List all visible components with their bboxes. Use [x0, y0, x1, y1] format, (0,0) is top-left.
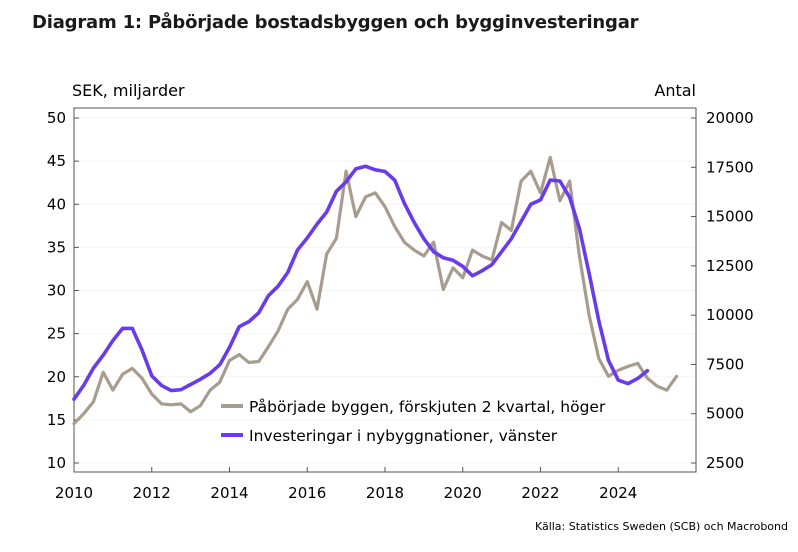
- legend-label-starts: Påbörjade byggen, förskjuten 2 kvartal, …: [249, 398, 606, 416]
- legend: Påbörjade byggen, förskjuten 2 kvartal, …: [221, 398, 606, 445]
- left-tick-label: 40: [47, 195, 66, 213]
- series-line-investment: [72, 164, 650, 402]
- left-tick-label: 25: [47, 325, 66, 343]
- right-tick-label: 7500: [706, 355, 744, 373]
- series-layer: [72, 155, 679, 426]
- right-tick-label: 15000: [706, 208, 754, 226]
- right-tick-label: 17500: [706, 158, 754, 176]
- x-tick-label: 2014: [210, 484, 248, 502]
- left-tick-label: 20: [47, 368, 66, 386]
- x-tick-label: 2024: [599, 484, 637, 502]
- x-tick-label: 2022: [521, 484, 559, 502]
- x-tick-label: 2010: [55, 484, 93, 502]
- left-tick-label: 30: [47, 282, 66, 300]
- right-tick-label: 12500: [706, 257, 754, 275]
- right-axis-label: Antal: [654, 81, 696, 100]
- right-tick-label: 20000: [706, 109, 754, 127]
- right-tick-label: 5000: [706, 405, 744, 423]
- legend-label-investment: Investeringar i nybyggnationer, vänster: [249, 427, 558, 445]
- left-tick-label: 50: [47, 109, 66, 127]
- source-note: Källa: Statistics Sweden (SCB) och Macro…: [535, 520, 788, 533]
- x-tick-label: 2020: [444, 484, 482, 502]
- left-tick-label: 10: [47, 454, 66, 472]
- chart-title: Diagram 1: Påbörjade bostadsbyggen och b…: [32, 12, 639, 33]
- series-line-starts: [72, 155, 679, 426]
- left-axis-label: SEK, miljarder: [72, 81, 185, 100]
- right-tick-label: 2500: [706, 454, 744, 472]
- x-tick-label: 2018: [366, 484, 404, 502]
- x-tick-label: 2016: [288, 484, 326, 502]
- left-tick-label: 35: [47, 238, 66, 256]
- axis-layer: 10 15 20 25 30 35 40 45 50 2500 5000 7500 10000 12500…: [47, 107, 754, 502]
- left-tick-label: 45: [47, 152, 66, 170]
- x-tick-label: 2012: [133, 484, 171, 502]
- right-tick-label: 10000: [706, 306, 754, 324]
- left-tick-label: 15: [47, 411, 66, 429]
